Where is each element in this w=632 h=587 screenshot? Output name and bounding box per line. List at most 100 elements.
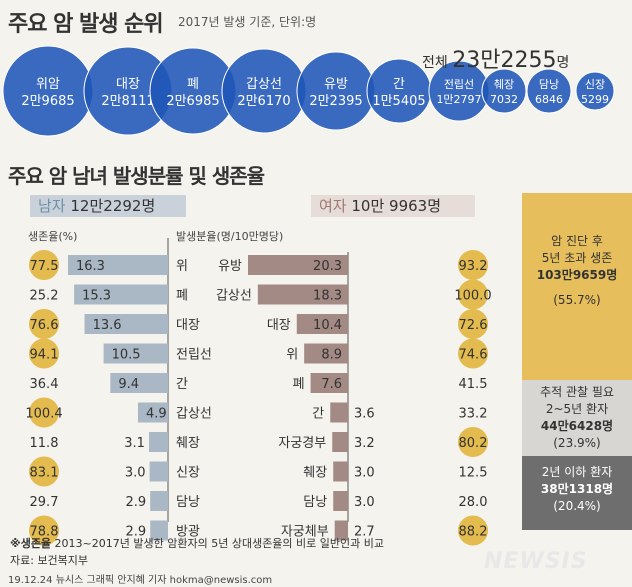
male-rate-label: 3.0 (125, 466, 146, 481)
female-rate-label: 8.9 (321, 348, 342, 363)
section-title-plain: 주요 암 남녀 발생분률 및 (8, 164, 212, 188)
male-survival-circle (29, 397, 59, 428)
female-rate-label: 7.6 (321, 377, 342, 392)
panel2-line2: 2~5년 환자 (545, 402, 609, 416)
male-survival-circle (29, 338, 59, 369)
male-cancer-label: 위 (176, 259, 188, 274)
female-rate-label: 10.4 (313, 318, 342, 333)
panel-long-term-survivors: 암 진단 후 5년 초과 생존 103만9659명 (55.7%) (522, 193, 632, 380)
female-rate-label: 3.2 (354, 436, 375, 451)
female-cancer-label: 갑상선 (216, 289, 252, 304)
bubble-name: 유방 (324, 77, 348, 92)
male-rate-label: 13.6 (93, 318, 122, 333)
panel1-line1: 암 진단 후 (551, 234, 603, 248)
female-rate-label: 3.0 (354, 495, 375, 510)
panel2-line1: 추적 관찰 필요 (540, 385, 614, 399)
female-cancer-label: 췌장 (303, 466, 327, 481)
rate-header: 발생분율(명/10만명당) (176, 230, 284, 243)
male-rate-label: 15.3 (82, 289, 111, 304)
panel2-percent: (23.9%) (553, 436, 601, 450)
female-total: 10만 9963명 (351, 197, 442, 215)
female-key: 여자 (319, 197, 347, 215)
female-survival-label: 93.2 (459, 259, 488, 274)
bubble-name: 전립선 (444, 78, 474, 91)
female-survival-label: 74.6 (459, 348, 488, 363)
credit-line: 19.12.24 뉴시스 그래픽 안지혜 기자 hokma@newsis.com (8, 575, 273, 586)
bubble-name: 신장 (585, 78, 605, 91)
male-key: 남자 (38, 197, 66, 215)
footnote-bold: ※생존율 (10, 537, 52, 550)
bubble-name: 갑상선 (246, 77, 282, 92)
female-bar (332, 432, 348, 452)
female-survival-circle (458, 279, 488, 310)
bubble-value: 2만8111 (101, 94, 154, 109)
bubble-8 (481, 68, 527, 114)
female-cancer-label: 유방 (218, 259, 242, 274)
male-cancer-label: 갑상선 (176, 407, 212, 422)
bubble-value: 2만6170 (237, 94, 290, 109)
female-survival-circle (458, 338, 488, 369)
bubble-value: 2만9685 (21, 94, 74, 109)
footnote: ※생존율 2013~2017년 발생한 암환자의 5년 상대생존율의 비로 일반… (10, 535, 384, 551)
female-cancer-label: 담낭 (303, 495, 327, 510)
panel3-percent: (20.4%) (553, 499, 601, 513)
male-cancer-label: 폐 (176, 289, 188, 304)
total-unit: 명 (556, 55, 570, 71)
bubble-name: 간 (393, 77, 405, 92)
male-cancer-label: 췌장 (176, 436, 200, 451)
bubble-value: 1만5405 (372, 94, 425, 109)
female-total-label: 여자 10만 9963명 (311, 195, 475, 217)
bubble-name: 췌장 (494, 78, 514, 91)
bubble-value: 6846 (535, 93, 563, 106)
footnote-text: 2013~2017년 발생한 암환자의 5년 상대생존율의 비로 일반인과 비교 (51, 537, 384, 550)
male-rate-label: 16.3 (76, 259, 105, 274)
page-title: 주요 암 발생 순위 (8, 12, 164, 37)
newsis-logo: NEWSIS (484, 549, 588, 574)
total-count: 전체 23만2255명 (422, 42, 569, 74)
bubble-name: 담낭 (539, 78, 559, 91)
male-survival-label: 11.8 (30, 436, 59, 451)
female-rate-label: 3.6 (354, 407, 375, 422)
section-title: 주요 암 남녀 발생분률 및 생존율 (8, 160, 265, 189)
male-survival-circle (29, 456, 59, 487)
bubble-name: 폐 (187, 77, 199, 92)
female-bar (333, 461, 348, 482)
male-survival-label: 76.6 (30, 318, 59, 333)
female-survival-label: 12.5 (459, 466, 488, 481)
male-survival-circle (29, 309, 59, 339)
male-total: 12만2292명 (70, 197, 156, 215)
male-total-label: 남자 12만2292명 (30, 195, 186, 217)
male-rate-label: 9.4 (118, 377, 139, 392)
page-subtitle: 2017년 발생 기준, 단위:명 (178, 15, 317, 29)
female-bar (304, 343, 348, 364)
total-value: 23만2255 (452, 48, 557, 73)
male-rate-label: 10.5 (112, 348, 141, 363)
female-rate-label: 18.3 (313, 289, 342, 304)
panel3-line1: 2년 이하 환자 (541, 465, 613, 479)
female-survival-label: 100.0 (454, 289, 491, 304)
female-bar (333, 491, 348, 511)
female-survival-circle (458, 250, 488, 280)
bubble-value: 2만2395 (309, 94, 362, 109)
female-cancer-label: 폐 (293, 377, 305, 392)
female-survival-circle (458, 309, 488, 339)
male-bar (84, 314, 168, 334)
bubble-chart: 위암 2만9685 대장 2만8111 폐 2만6985 갑상선 2만6170 유방 2만2395… (2, 45, 615, 137)
male-bar (150, 491, 168, 511)
bubble-value: 2만6985 (166, 94, 219, 109)
male-cancer-label: 대장 (176, 318, 200, 333)
total-label: 전체 (422, 55, 448, 71)
bubble-10 (575, 71, 615, 111)
male-bar (110, 373, 168, 393)
bubble-name: 대장 (116, 77, 140, 92)
female-bar (330, 402, 348, 423)
female-survival-label: 88.2 (459, 525, 488, 540)
male-survival-label: 25.2 (30, 289, 59, 304)
male-bar (74, 284, 168, 305)
male-survival-circle (29, 250, 59, 280)
panel1-line2: 5년 초과 생존 (541, 251, 613, 265)
source-note: 자료: 보건복지부 (10, 554, 89, 567)
male-bar (68, 255, 168, 275)
male-cancer-label: 담낭 (176, 495, 200, 510)
male-bar (137, 402, 168, 423)
